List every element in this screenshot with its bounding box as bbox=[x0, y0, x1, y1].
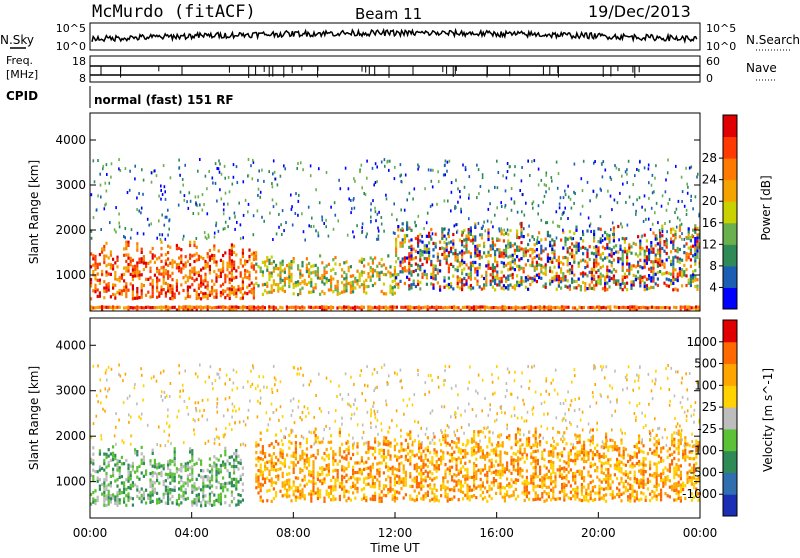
colorbar-tick-label: 16 bbox=[702, 216, 717, 230]
colorbar-segment bbox=[723, 201, 737, 223]
power-y-label: Slant Range [km] bbox=[27, 160, 41, 264]
y-tick-label: 1000 bbox=[55, 268, 86, 282]
date-title: 19/Dec/2013 bbox=[588, 2, 691, 21]
colorbar-tick-label: 1000 bbox=[686, 335, 717, 349]
colorbar-tick-label: -25 bbox=[697, 422, 717, 436]
colorbar-segment bbox=[723, 244, 737, 266]
colorbar-tick-label: 12 bbox=[702, 237, 717, 251]
colorbar-segment bbox=[723, 342, 737, 364]
y-tick-label: 2000 bbox=[55, 429, 86, 443]
colorbar-tick-label: 20 bbox=[702, 194, 717, 208]
time-x-label: Time UT bbox=[369, 541, 420, 554]
cpid-value: normal (fast) 151 RF bbox=[94, 93, 234, 107]
colorbar-tick-label: 100 bbox=[694, 378, 717, 392]
y-tick-label: 3000 bbox=[55, 178, 86, 192]
y-tick-label: 2000 bbox=[55, 223, 86, 237]
y-tick-label: 1000 bbox=[55, 475, 86, 489]
x-tick-label: 12:00 bbox=[378, 526, 413, 540]
colorbar-segment bbox=[723, 266, 737, 288]
freq-tick-top: 18 bbox=[72, 55, 86, 68]
x-tick-label: 08:00 bbox=[276, 526, 311, 540]
colorbar-segment bbox=[723, 472, 737, 494]
velocity-colorbar-label: Velocity [m s^-1] bbox=[761, 368, 775, 472]
power-heatmap bbox=[90, 158, 702, 312]
nave-tick-top: 60 bbox=[706, 55, 720, 68]
nsky-tick-top-right: 10^5 bbox=[706, 22, 736, 35]
x-tick-label: 20:00 bbox=[581, 526, 616, 540]
colorbar-segment bbox=[723, 320, 737, 342]
y-tick-label: 4000 bbox=[55, 338, 86, 352]
x-tick-label: 16:00 bbox=[479, 526, 514, 540]
colorbar-segment bbox=[723, 115, 737, 137]
nsky-tick-bottom-right: 10^0 bbox=[706, 40, 736, 53]
freq-trace bbox=[101, 66, 639, 78]
colorbar-tick-label: -500 bbox=[690, 465, 717, 479]
x-tick-label: 04:00 bbox=[174, 526, 209, 540]
colorbar-segment bbox=[723, 287, 737, 309]
freq-unit: [MHz] bbox=[6, 68, 38, 81]
velocity-colorbar: 1000 500 100 25 -25 -100 -500 -1000 bbox=[682, 320, 737, 517]
colorbar-tick-label: 25 bbox=[702, 400, 717, 414]
nave-tick-bottom: 0 bbox=[706, 72, 713, 85]
nsky-strip: N.Sky 10^5 10^0 10^5 10^0 N.Search bbox=[0, 22, 800, 53]
beam-title: Beam 11 bbox=[355, 5, 422, 23]
colorbar-tick-label: -100 bbox=[690, 444, 717, 458]
freq-strip: Freq. [MHz] 18 8 60 0 Nave bbox=[6, 54, 777, 85]
nsky-trace bbox=[92, 30, 697, 42]
colorbar-segment bbox=[723, 451, 737, 473]
colorbar-segment bbox=[723, 494, 737, 516]
nsky-label: N.Sky bbox=[0, 33, 34, 47]
colorbar-segment bbox=[723, 137, 737, 159]
colorbar-tick-label: 4 bbox=[709, 280, 717, 294]
x-tick-label: 00:00 bbox=[683, 526, 718, 540]
x-tick-label: 00:00 bbox=[73, 526, 108, 540]
colorbar-segment bbox=[723, 180, 737, 202]
velocity-y-label: Slant Range [km] bbox=[27, 366, 41, 470]
power-colorbar-label: Power [dB] bbox=[759, 175, 773, 240]
power-panel: 1000 2000 3000 4000 Slant Range [km] 4 8 12 16… bbox=[27, 113, 773, 312]
station-title: McMurdo (fitACF) bbox=[92, 2, 256, 22]
colorbar-segment bbox=[723, 385, 737, 407]
colorbar-segment bbox=[723, 158, 737, 180]
colorbar-segment bbox=[723, 364, 737, 386]
nave-label: Nave bbox=[746, 61, 777, 75]
colorbar-tick-label: 8 bbox=[709, 259, 717, 273]
velocity-heatmap bbox=[90, 364, 702, 508]
time-x-axis: 00:00 04:00 08:00 12:00 16:00 20:00 00:00 bbox=[73, 512, 718, 540]
colorbar-tick-label: 500 bbox=[694, 357, 717, 371]
nsearch-label: N.Search bbox=[746, 33, 800, 47]
nsky-tick-bottom: 10^0 bbox=[56, 40, 86, 53]
y-tick-label: 4000 bbox=[55, 133, 86, 147]
cpid-label: CPID bbox=[6, 89, 38, 103]
freq-label: Freq. bbox=[6, 54, 33, 67]
colorbar-tick-label: 24 bbox=[702, 173, 717, 187]
freq-tick-bottom: 8 bbox=[79, 72, 86, 85]
nsky-tick-top: 10^5 bbox=[56, 22, 86, 35]
y-tick-label: 3000 bbox=[55, 384, 86, 398]
colorbar-tick-label: -1000 bbox=[682, 487, 717, 501]
cpid-row: CPID normal (fast) 151 RF bbox=[6, 86, 234, 108]
colorbar-segment bbox=[723, 407, 737, 429]
colorbar-tick-label: 28 bbox=[702, 151, 717, 165]
power-colorbar: 4 8 12 16 20 24 28 bbox=[702, 115, 737, 310]
colorbar-segment bbox=[723, 223, 737, 245]
colorbar-segment bbox=[723, 429, 737, 451]
